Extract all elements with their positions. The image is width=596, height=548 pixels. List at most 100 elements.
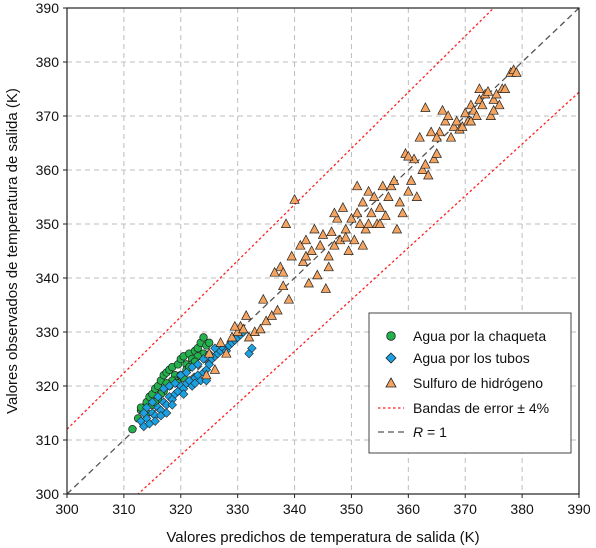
point-tubos: [190, 378, 200, 389]
point-sulfuro: [340, 231, 351, 242]
point-sulfuro: [272, 304, 283, 315]
point-tubos: [153, 392, 163, 402]
point-sulfuro: [465, 115, 477, 126]
point-sulfuro: [221, 347, 232, 358]
x-tick-label: 370: [454, 501, 478, 517]
x-tick-label: 320: [169, 501, 193, 517]
point-sulfuro: [323, 261, 334, 272]
point-sulfuro: [357, 239, 369, 250]
y-tick-label: 370: [36, 108, 60, 124]
point-sulfuro: [423, 169, 434, 180]
point-sulfuro: [380, 210, 391, 220]
point-sulfuro: [215, 337, 226, 347]
point-sulfuro: [448, 121, 460, 131]
x-tick-label: 330: [226, 501, 250, 517]
y-tick-label: 320: [36, 378, 60, 394]
point-sulfuro: [238, 323, 249, 334]
point-tubos: [170, 378, 180, 389]
point-tubos: [139, 408, 149, 418]
point-sulfuro: [488, 94, 499, 104]
point-sulfuro: [297, 256, 309, 266]
y-tick-label: 390: [36, 0, 60, 16]
point-sulfuro: [351, 207, 363, 218]
point-sulfuro: [499, 83, 511, 93]
point-sulfuro: [391, 223, 403, 234]
point-sulfuro: [494, 99, 505, 110]
x-tick-label: 350: [340, 501, 364, 517]
point-sulfuro: [388, 175, 400, 185]
y-tick-label: 330: [36, 324, 60, 340]
point-sulfuro: [317, 229, 329, 239]
legend-triangle-marker: [385, 377, 397, 388]
legend-label-tubos: Agua por los tubos: [413, 350, 530, 366]
point-chaqueta: [128, 425, 137, 434]
point-sulfuro: [340, 223, 351, 234]
point-sulfuro: [303, 277, 314, 288]
point-tubos: [150, 416, 160, 426]
point-sulfuro: [457, 121, 468, 131]
point-sulfuro: [306, 245, 317, 255]
x-axis-label: Valores predichos de temperatura de sali…: [166, 529, 479, 546]
legend-label-chaqueta: Agua por la chaqueta: [413, 328, 546, 344]
point-sulfuro: [394, 196, 405, 207]
legend-label-r-italic: R: [413, 424, 423, 440]
error-band-line: [137, 91, 579, 494]
point-chaqueta: [199, 333, 208, 342]
legend-box: [368, 312, 572, 454]
point-sulfuro: [226, 331, 238, 342]
legend-label-sulfuro: Sulfuro de hidrógeno: [413, 375, 543, 391]
point-sulfuro: [309, 223, 320, 234]
x-tick-label: 380: [510, 501, 534, 517]
point-sulfuro: [280, 218, 292, 228]
point-sulfuro: [471, 110, 482, 120]
legend-circle-marker: [386, 331, 396, 341]
point-sulfuro: [417, 164, 428, 174]
point-sulfuro: [428, 153, 440, 164]
point-sulfuro: [511, 67, 522, 77]
y-tick-label: 300: [36, 486, 60, 502]
point-sulfuro: [451, 115, 462, 126]
identity-line: [67, 8, 579, 494]
point-sulfuro: [354, 218, 366, 228]
point-chaqueta: [205, 338, 214, 347]
point-tubos: [147, 397, 158, 407]
point-tubos: [161, 408, 172, 418]
point-sulfuro: [482, 85, 494, 96]
point-sulfuro: [377, 180, 388, 191]
legend-diamond-marker: [385, 352, 397, 364]
reference-lines: [67, 8, 579, 494]
y-tick-label: 360: [36, 162, 60, 178]
point-tubos: [247, 343, 257, 353]
point-sulfuro: [243, 331, 255, 342]
point-sulfuro: [431, 148, 442, 158]
point-sulfuro: [201, 369, 212, 380]
legend-label-bandas: Bandas de error ± 4%: [413, 400, 549, 416]
data-points: [128, 64, 522, 434]
point-sulfuro: [314, 239, 326, 250]
point-tubos: [178, 389, 189, 399]
point-sulfuro: [349, 234, 360, 245]
point-sulfuro: [414, 131, 425, 142]
point-sulfuro: [383, 191, 394, 201]
point-sulfuro: [312, 269, 323, 280]
point-sulfuro: [442, 110, 454, 120]
point-sulfuro: [403, 150, 414, 161]
point-sulfuro: [474, 83, 485, 93]
point-sulfuro: [332, 212, 343, 223]
x-tick-label: 360: [397, 501, 421, 517]
y-tick-label: 310: [36, 432, 60, 448]
point-sulfuro: [491, 88, 502, 99]
legend: Agua por la chaqueta Agua por los tubos …: [368, 312, 572, 454]
point-sulfuro: [277, 280, 289, 291]
point-sulfuro: [485, 110, 497, 120]
point-sulfuro: [277, 266, 289, 277]
point-sulfuro: [260, 315, 272, 326]
point-sulfuro: [386, 180, 397, 191]
point-sulfuro: [241, 310, 252, 320]
point-sulfuro: [255, 323, 266, 334]
point-sulfuro: [337, 202, 349, 212]
point-sulfuro: [397, 207, 408, 218]
point-sulfuro: [374, 218, 386, 228]
y-axis-ticks: 300 310 320 330 340 350 360 370 380 390: [36, 0, 67, 502]
point-sulfuro: [283, 293, 295, 304]
